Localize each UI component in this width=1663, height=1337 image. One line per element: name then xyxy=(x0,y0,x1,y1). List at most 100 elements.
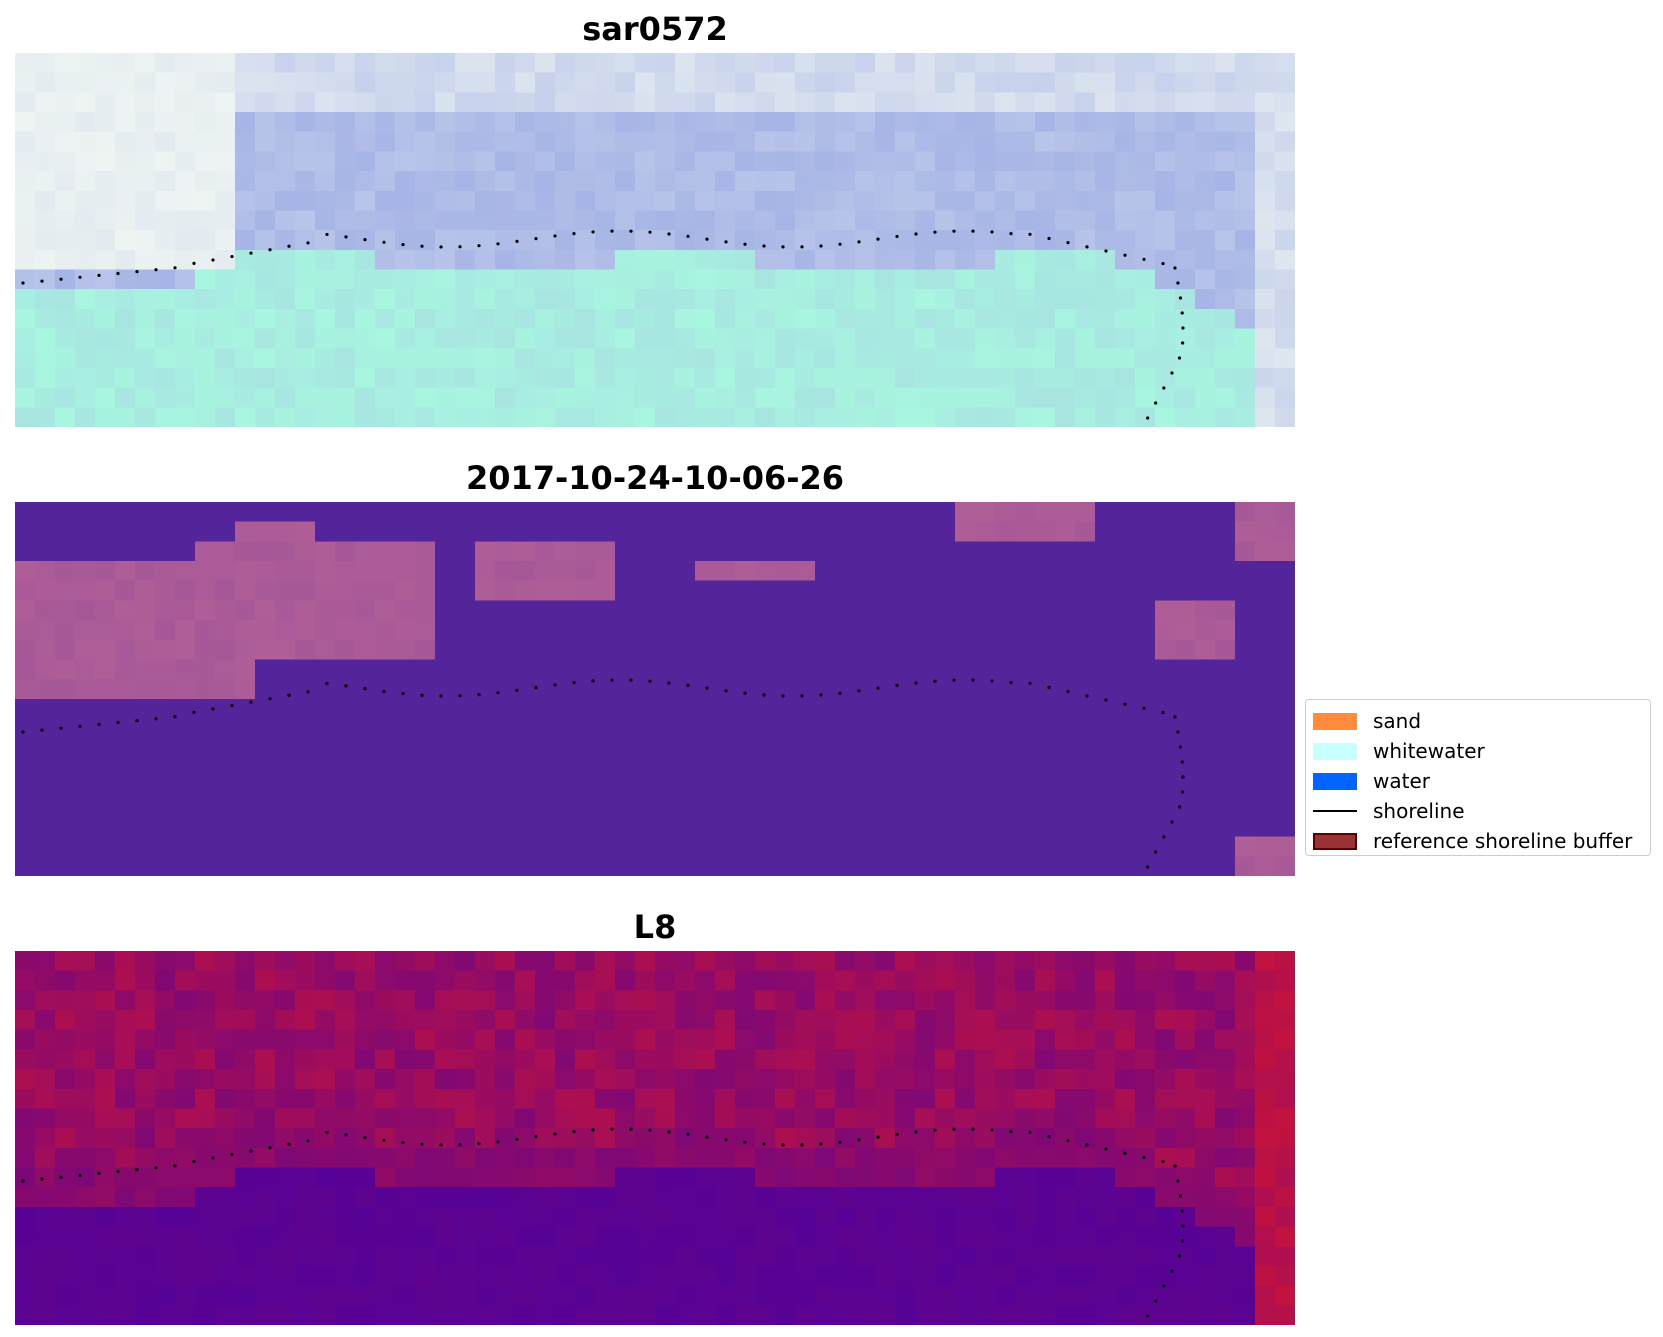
legend: sand whitewater water shoreline referenc… xyxy=(1305,699,1651,856)
legend-item-whitewater: whitewater xyxy=(1313,736,1643,766)
shoreline-point xyxy=(1161,710,1165,715)
shoreline-point xyxy=(59,726,63,730)
shoreline-point xyxy=(401,691,405,696)
shoreline-point xyxy=(1085,245,1089,249)
shoreline-point xyxy=(97,273,101,277)
whitewater-swatch xyxy=(1313,742,1357,760)
shoreline-point xyxy=(857,240,861,244)
shoreline-point xyxy=(1170,820,1174,824)
shoreline-point xyxy=(1162,1284,1166,1288)
shoreline-point xyxy=(1028,681,1032,685)
shoreline-point xyxy=(591,1128,595,1132)
shoreline-point xyxy=(420,693,424,697)
shoreline-point xyxy=(933,1128,937,1132)
shoreline-point xyxy=(952,1127,956,1131)
shoreline-point xyxy=(648,679,652,683)
shoreline-point xyxy=(1161,261,1165,266)
shoreline-point xyxy=(1154,1299,1158,1303)
shoreline-point xyxy=(306,690,310,694)
shoreline-point xyxy=(781,1143,785,1147)
shoreline-point xyxy=(325,232,329,237)
image-panel-index xyxy=(15,951,1295,1325)
shoreline-point xyxy=(762,693,766,697)
shoreline-point xyxy=(610,1127,614,1131)
shoreline-point xyxy=(800,1143,804,1147)
shoreline-point xyxy=(1047,1134,1051,1139)
shoreline-overlay xyxy=(21,678,1185,869)
shoreline-point xyxy=(876,1135,880,1139)
shoreline-point xyxy=(1066,1139,1070,1143)
shoreline-point xyxy=(1047,685,1051,690)
panel-title-classified: 2017-10-24-10-06-26 xyxy=(465,459,845,497)
shoreline-point xyxy=(1104,698,1108,702)
shoreline-point xyxy=(819,244,823,248)
shoreline-point xyxy=(515,239,519,243)
image-panel-classified xyxy=(15,502,1295,876)
shoreline-point xyxy=(40,279,44,283)
sand-swatch xyxy=(1313,712,1357,730)
shoreline-point xyxy=(401,1140,405,1145)
shoreline-point xyxy=(1173,266,1177,270)
shoreline-point xyxy=(1146,1314,1150,1318)
shoreline-point xyxy=(135,719,139,723)
shoreline-point xyxy=(743,691,747,695)
shoreline-point xyxy=(819,693,823,697)
shoreline-point xyxy=(230,254,234,259)
shoreline-point xyxy=(78,724,82,728)
shoreline-point xyxy=(1154,401,1158,405)
shoreline-point xyxy=(21,1179,25,1183)
shoreline-point xyxy=(895,1132,899,1137)
legend-item-sand: sand xyxy=(1313,706,1643,736)
shoreline-point xyxy=(477,693,481,697)
shoreline-point xyxy=(1173,1164,1177,1168)
shoreline-point xyxy=(1123,702,1127,706)
reference-buffer-swatch xyxy=(1313,832,1357,850)
shoreline-point xyxy=(1181,1239,1185,1243)
shoreline-point xyxy=(40,728,44,732)
shoreline-point xyxy=(1009,681,1013,685)
shoreline-point xyxy=(743,1140,747,1144)
shoreline-point xyxy=(572,232,576,236)
shoreline-point xyxy=(420,244,424,248)
shoreline-point xyxy=(762,244,766,248)
shoreline-point xyxy=(876,237,880,241)
shoreline-point xyxy=(344,235,348,239)
shoreline-point xyxy=(325,681,329,686)
shoreline-point xyxy=(1162,386,1166,390)
shoreline-point xyxy=(40,1177,44,1181)
shoreline-point xyxy=(363,238,367,242)
shoreline-point xyxy=(933,230,937,234)
shoreline-point xyxy=(401,242,405,247)
shoreline-point xyxy=(629,1127,633,1131)
shoreline-point xyxy=(724,689,728,693)
shoreline-point xyxy=(135,270,139,274)
shoreline-point xyxy=(534,686,538,690)
shoreline-point xyxy=(572,1130,576,1134)
shoreline-point xyxy=(1009,232,1013,236)
shoreline-point xyxy=(306,241,310,245)
shoreline-point xyxy=(382,1138,386,1142)
shoreline-point xyxy=(553,1132,557,1136)
shoreline-point xyxy=(1180,311,1184,315)
legend-label: water xyxy=(1373,769,1430,793)
shoreline-point xyxy=(800,245,804,249)
shoreline-point xyxy=(1177,1254,1182,1258)
shoreline-point xyxy=(21,730,25,734)
shoreline-point xyxy=(990,1128,994,1132)
shoreline-point xyxy=(1181,1224,1185,1228)
shoreline-point xyxy=(230,1152,234,1157)
shoreline-point xyxy=(667,681,671,685)
shoreline-point xyxy=(648,1128,652,1132)
shoreline-point xyxy=(268,697,272,701)
shoreline-point xyxy=(382,689,386,693)
shoreline-point xyxy=(1009,1130,1013,1134)
shoreline-point xyxy=(1154,850,1158,854)
shoreline-point xyxy=(1178,1194,1183,1198)
shoreline-point xyxy=(496,691,500,695)
shoreline-point xyxy=(971,678,975,682)
shoreline-point xyxy=(1180,760,1184,764)
shoreline-point xyxy=(1028,232,1032,236)
classified-image xyxy=(15,502,1295,876)
shoreline-point xyxy=(705,237,709,241)
shoreline-point xyxy=(800,694,804,698)
